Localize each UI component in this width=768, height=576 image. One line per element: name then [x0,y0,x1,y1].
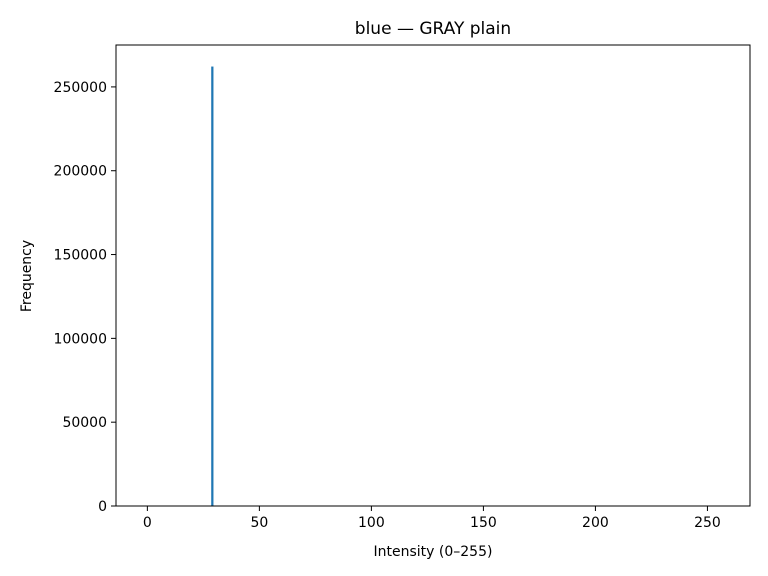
y-tick-label: 150000 [54,248,107,264]
y-tick-label: 50000 [62,415,107,431]
y-tick-label: 0 [98,499,107,515]
y-tick-label: 200000 [54,164,107,180]
histogram-bar [211,66,214,506]
x-tick-label: 50 [250,515,268,531]
y-tick-label: 100000 [54,331,107,347]
x-tick-label: 250 [694,515,721,531]
plot-frame [115,44,751,507]
y-axis-ticks: 0 50000 100000 150000 200000 250000 [54,80,116,515]
plot-background [116,45,750,506]
x-tick-label: 200 [582,515,609,531]
x-axis-label: Intensity (0–255) [374,544,493,560]
x-tick-label: 150 [470,515,497,531]
y-tick-label: 250000 [54,80,107,96]
bars-group [211,66,214,506]
y-axis-label: Frequency [19,240,35,312]
plot-area [115,44,751,507]
x-tick-label: 100 [358,515,385,531]
x-axis-ticks: 0 50 100 150 200 250 [143,506,721,531]
x-tick-label: 0 [143,515,152,531]
chart-title: blue — GRAY plain [355,19,511,39]
